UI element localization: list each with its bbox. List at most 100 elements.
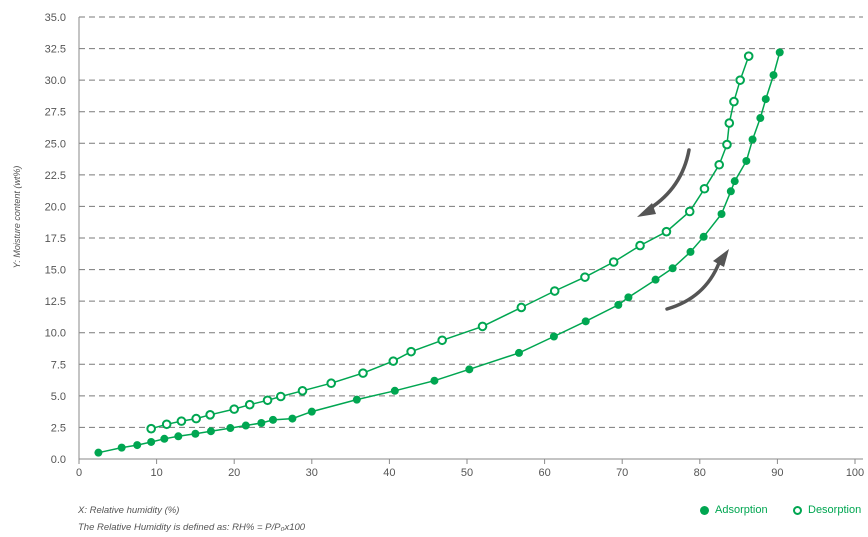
y-tick-label: 12.5	[45, 296, 66, 308]
x-axis-label: X: Relative humidity (%)	[78, 505, 180, 516]
adsorption-point	[174, 432, 183, 441]
adsorption-line	[98, 52, 781, 454]
y-axis-label: Y: Moisture content (wt%)	[12, 166, 22, 269]
desorption-point	[743, 51, 754, 61]
adsorption-point	[730, 177, 739, 186]
desorption-point	[724, 118, 735, 128]
desorption-arrow-shaft	[647, 148, 691, 211]
y-tick-label: 10.0	[45, 328, 66, 340]
adsorption-point	[94, 448, 103, 457]
desorption-point	[477, 321, 488, 332]
y-tick-label: 35.0	[45, 12, 66, 24]
filled-circle-icon	[700, 505, 709, 515]
y-tick-label: 17.5	[45, 233, 66, 245]
adsorption-point	[133, 441, 142, 450]
adsorption-point	[651, 275, 660, 284]
x-tick-label: 30	[306, 467, 318, 479]
adsorption-point	[288, 414, 297, 423]
adsorption-point	[117, 443, 126, 452]
adsorption-point	[756, 114, 765, 123]
adsorption-point	[191, 429, 200, 438]
adsorption-point	[699, 232, 708, 241]
adsorption-point	[514, 348, 523, 357]
desorption-point	[297, 386, 308, 396]
series-desorption	[146, 51, 754, 434]
adsorption-point	[352, 395, 361, 404]
x-tick-label: 10	[150, 467, 162, 479]
y-tick-label: 7.5	[51, 359, 66, 371]
desorption-point	[388, 356, 399, 366]
desorption-point	[661, 226, 672, 237]
x-tick-label: 100	[846, 467, 864, 479]
adsorption-point	[206, 427, 215, 436]
adsorption-point	[726, 187, 735, 196]
axes: 0.0 2.5 5.0 7.5 10.0 12.5 15.0 17.5 20.0 22.5 25.0…	[45, 12, 865, 479]
x-tick-label: 50	[461, 467, 473, 479]
x-tick-label: 0	[76, 467, 82, 479]
x-tick-label: 60	[538, 467, 550, 479]
desorption-point	[229, 404, 239, 414]
y-tick-label: 30.0	[45, 75, 66, 87]
desorption-point	[608, 257, 619, 267]
legend-adsorption: Adsorption	[700, 504, 768, 516]
adsorption-point	[748, 135, 757, 144]
y-tick-label: 5.0	[51, 391, 66, 403]
adsorption-point	[769, 71, 778, 80]
x-tick-label: 90	[771, 467, 783, 479]
adsorption-arrow-shaft	[665, 261, 721, 311]
adsorption-point	[241, 421, 250, 430]
x-tick-label: 20	[228, 467, 240, 479]
direction-arrows	[637, 148, 729, 311]
x-tick-label: 40	[383, 467, 395, 479]
desorption-point	[358, 368, 368, 378]
adsorption-point	[761, 95, 770, 104]
desorption-point	[699, 183, 710, 194]
adsorption-point	[465, 365, 474, 374]
adsorption-point	[430, 376, 439, 385]
adsorption-point	[686, 247, 695, 256]
desorption-point	[549, 286, 560, 296]
y-tick-label: 0.0	[51, 454, 66, 466]
desorption-point	[176, 416, 187, 426]
desorption-point	[735, 75, 745, 85]
desorption-point	[635, 240, 645, 251]
legend-desorption: Desorption	[793, 504, 861, 516]
arrow-up-right-icon	[713, 249, 729, 267]
adsorption-point	[775, 48, 784, 57]
adsorption-point	[717, 210, 726, 219]
legend-adsorption-label: Adsorption	[715, 504, 768, 516]
series-adsorption	[94, 48, 784, 457]
adsorption-point	[390, 386, 399, 395]
y-tick-label: 25.0	[45, 138, 66, 150]
legend-desorption-label: Desorption	[808, 504, 862, 516]
rh-definition-note: The Relative Humidity is defined as: RH%…	[78, 522, 306, 533]
adsorption-point	[257, 419, 266, 428]
adsorption-point	[581, 317, 590, 326]
adsorption-point	[160, 434, 169, 443]
adsorption-point	[614, 300, 623, 309]
adsorption-point	[147, 437, 156, 446]
adsorption-point	[226, 424, 235, 433]
x-tick-label: 70	[616, 467, 628, 479]
desorption-point	[146, 423, 156, 434]
adsorption-point	[742, 156, 751, 165]
desorption-point	[684, 206, 695, 217]
adsorption-point	[269, 415, 277, 424]
y-tick-label: 20.0	[45, 201, 66, 213]
adsorption-point	[624, 293, 633, 302]
open-circle-icon	[793, 505, 802, 515]
desorption-point	[275, 391, 286, 402]
adsorption-point	[549, 332, 558, 341]
desorption-point	[437, 335, 447, 346]
desorption-point	[722, 139, 732, 150]
desorption-point	[244, 399, 255, 410]
desorption-point	[714, 159, 725, 170]
arrow-down-left-icon	[637, 203, 656, 217]
y-tick-label: 2.5	[51, 422, 66, 434]
desorption-point	[516, 302, 527, 313]
desorption-point	[205, 410, 215, 420]
desorption-point	[729, 96, 739, 107]
y-tick-label: 15.0	[45, 265, 66, 277]
series-group	[94, 48, 784, 457]
